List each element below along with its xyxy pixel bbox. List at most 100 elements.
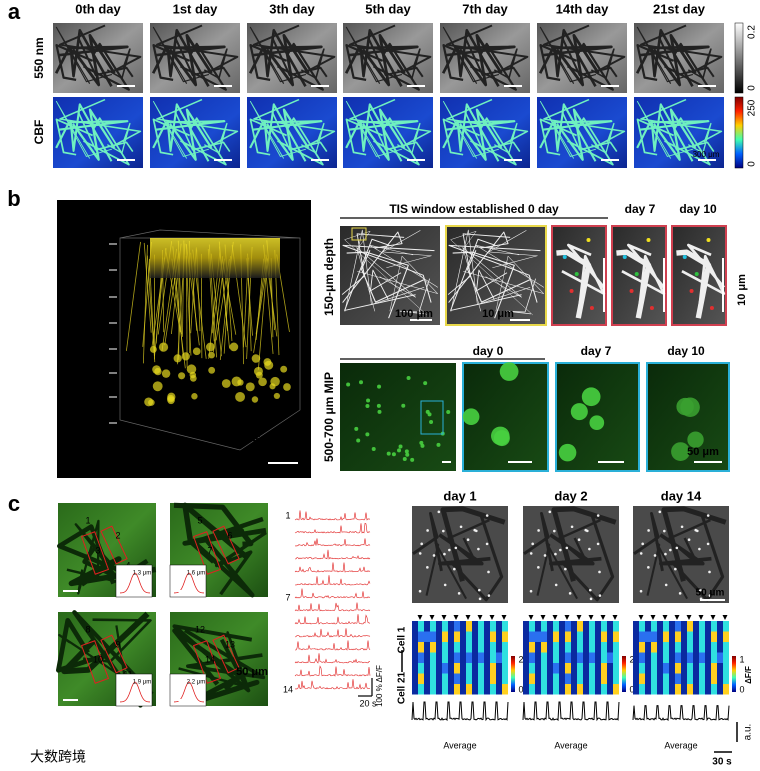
vessel [676,249,712,319]
heatmap-cell [472,631,478,642]
heatmap-cell [523,673,529,684]
heatmap-cell [442,642,448,653]
heatmap-cell [669,642,675,653]
heatmap-cell [601,684,607,695]
vessel [156,98,239,147]
vessel [349,98,432,147]
event-marker [540,615,546,620]
heatmap-cell [490,621,496,632]
cell [437,510,441,514]
vessel [172,628,242,692]
watermark: 大数跨境 [30,749,86,765]
cell [687,538,691,541]
soma [376,403,381,408]
cell [565,546,569,550]
depth-label: 800 μm [69,417,107,429]
vessel [652,34,697,87]
soma [397,448,402,453]
heatmap-label: Cell 1 [397,626,408,653]
column-label: 21st day [653,1,706,16]
cell [639,552,643,555]
depth-label: 600 μm [69,367,107,379]
heatmap-cell [547,684,553,695]
cell [477,588,481,592]
heatmap-cell [418,631,424,642]
vessel [372,42,420,91]
heatmap-cell [681,621,687,632]
heatmap-cell [583,663,589,674]
event-marker [650,615,656,620]
heatmap-cell [484,652,490,663]
heatmap-cell [430,673,436,684]
colorbar [622,656,626,692]
heatmap-cell [711,652,717,663]
marker [622,255,627,259]
heatmap-cell [424,684,430,695]
marker [706,238,711,242]
heatmap-cell [657,642,663,653]
roi-number: 10 [93,654,103,664]
heatmap-cell [535,673,541,684]
heatmap-cell [412,684,418,695]
cell [529,589,533,593]
heatmap-cell [430,631,436,642]
cell [443,552,446,556]
heatmap-cell [535,621,541,632]
heatmap-cell [577,621,583,632]
scale-bar-label: 50 μm [236,666,268,678]
scale-bar-label: 50 μm [696,588,725,599]
vessel [248,45,323,74]
vessel [253,98,336,147]
heatmap-cell [583,642,589,653]
colorbar-label: 250 [747,99,758,116]
cell [653,554,657,557]
heatmap-cell [571,663,577,674]
vessel [369,244,438,288]
heatmap-cell [502,663,508,674]
soma [419,440,424,445]
vessel [663,42,711,91]
heatmap-cell [699,652,705,663]
heatmap-cell [577,642,583,653]
heatmap-cell [442,673,448,684]
vessel [156,24,239,72]
vessel [470,117,517,166]
roi [192,640,222,684]
soma [687,431,704,448]
roi-number: 7 [207,545,212,555]
heatmap-cell [448,642,454,653]
heatmap-cell [639,673,645,684]
heatmap-cell [571,673,577,684]
heatmap-cell [523,631,529,642]
heatmap-cell [687,642,693,653]
heatmap-cell [613,642,619,653]
panel-label: b [7,186,20,211]
soma [245,382,255,392]
roi-number: 13 [225,639,235,649]
heatmap-cell [472,652,478,663]
vessel [54,45,129,74]
heatmap-cell [571,631,577,642]
soma [359,380,364,385]
heatmap-cell [613,663,619,674]
cell [698,547,701,551]
heatmap-cell [633,631,639,642]
heatmap-cell [607,652,613,663]
heatmap-cell [565,684,571,695]
vessel [658,111,715,152]
heatmap-cell [657,673,663,684]
heatmap-cell [448,684,454,695]
heatmap-cell [613,673,619,684]
marker [649,306,654,310]
soma [251,354,261,363]
heatmap-cell [424,663,430,674]
trace [294,679,371,690]
cell [589,597,593,601]
heatmap-cell [657,621,663,632]
average-label: Average [443,740,476,750]
heatmap-cell [639,621,645,632]
soma [269,383,276,390]
volume-title: TIS window [155,211,216,223]
heatmap-cell [478,684,484,695]
cell [588,588,592,592]
